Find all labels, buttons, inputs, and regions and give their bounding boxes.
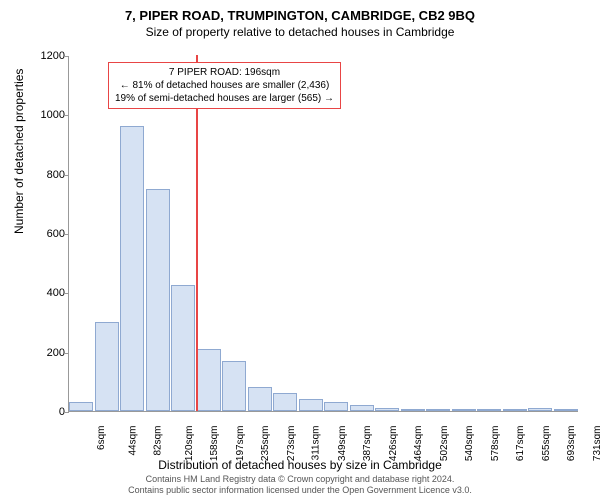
histogram-bar: [146, 189, 170, 412]
y-axis-label: Number of detached properties: [12, 69, 26, 234]
y-tick-mark: [64, 353, 69, 354]
histogram-bar: [401, 409, 425, 411]
x-tick-label: 44sqm: [127, 426, 138, 456]
y-tick-label: 200: [27, 347, 65, 359]
footer-line-2: Contains public sector information licen…: [0, 485, 600, 496]
annotation-box: 7 PIPER ROAD: 196sqm ← 81% of detached h…: [108, 62, 341, 109]
y-tick-label: 1200: [27, 50, 65, 62]
histogram-bar: [350, 405, 374, 411]
x-tick-label: 617sqm: [515, 426, 526, 462]
histogram-bar: [477, 409, 501, 411]
footer-attribution: Contains HM Land Registry data © Crown c…: [0, 474, 600, 496]
x-tick-label: 273sqm: [286, 426, 297, 462]
histogram-bar: [528, 408, 552, 411]
x-tick-label: 120sqm: [184, 426, 195, 462]
y-tick-mark: [64, 412, 69, 413]
x-tick-label: 655sqm: [541, 426, 552, 462]
histogram-bar: [273, 393, 297, 411]
y-tick-label: 1000: [27, 109, 65, 121]
histogram-bar: [95, 322, 119, 411]
annotation-line-3: 19% of semi-detached houses are larger (…: [115, 92, 334, 105]
x-tick-label: 426sqm: [388, 426, 399, 462]
chart-subtitle: Size of property relative to detached ho…: [0, 23, 600, 39]
chart-title: 7, PIPER ROAD, TRUMPINGTON, CAMBRIDGE, C…: [0, 0, 600, 23]
histogram-bar: [197, 349, 221, 411]
histogram-bar: [375, 408, 399, 411]
y-tick-mark: [64, 56, 69, 57]
histogram-bar: [324, 402, 348, 411]
y-tick-mark: [64, 234, 69, 235]
footer-line-1: Contains HM Land Registry data © Crown c…: [0, 474, 600, 485]
x-axis-label: Distribution of detached houses by size …: [0, 458, 600, 472]
x-tick-label: 311sqm: [310, 426, 321, 461]
y-tick-mark: [64, 293, 69, 294]
x-tick-label: 464sqm: [413, 426, 424, 462]
x-tick-label: 502sqm: [439, 426, 450, 462]
y-tick-label: 800: [27, 169, 65, 181]
x-tick-label: 6sqm: [96, 426, 107, 450]
x-tick-label: 349sqm: [337, 426, 348, 462]
x-tick-label: 693sqm: [566, 426, 577, 462]
histogram-bar: [69, 402, 93, 411]
chart-area: 0200400600800100012006sqm44sqm82sqm120sq…: [68, 56, 578, 412]
histogram-bar: [452, 409, 476, 411]
histogram-bar: [248, 387, 272, 411]
histogram-bar: [299, 399, 323, 411]
y-tick-label: 0: [27, 406, 65, 418]
histogram-bar: [426, 409, 450, 411]
histogram-bar: [503, 409, 527, 411]
x-tick-label: 387sqm: [362, 426, 373, 462]
y-tick-mark: [64, 175, 69, 176]
histogram-bar: [171, 285, 195, 411]
annotation-line-2: ← 81% of detached houses are smaller (2,…: [115, 79, 334, 92]
x-tick-label: 235sqm: [260, 426, 271, 462]
plot-region: 0200400600800100012006sqm44sqm82sqm120sq…: [68, 56, 578, 412]
x-tick-label: 197sqm: [235, 426, 246, 462]
y-tick-label: 400: [27, 287, 65, 299]
histogram-bar: [222, 361, 246, 411]
x-tick-label: 578sqm: [490, 426, 501, 462]
annotation-line-1: 7 PIPER ROAD: 196sqm: [115, 66, 334, 79]
histogram-bar: [554, 409, 578, 411]
x-tick-label: 540sqm: [464, 426, 475, 462]
y-tick-label: 600: [27, 228, 65, 240]
x-tick-label: 158sqm: [209, 426, 220, 462]
histogram-bar: [120, 126, 144, 411]
x-tick-label: 731sqm: [592, 426, 600, 462]
y-tick-mark: [64, 115, 69, 116]
x-tick-label: 82sqm: [153, 426, 164, 456]
